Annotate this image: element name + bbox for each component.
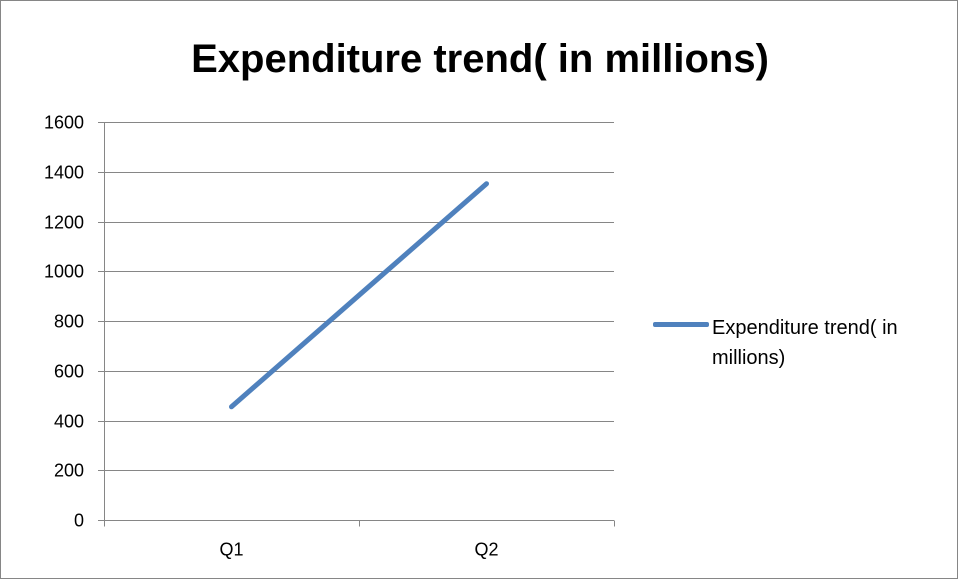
y-tick-label: 1600 — [44, 113, 84, 133]
series-layer — [229, 181, 489, 410]
y-axis-ticks: 0 200 400 600 800 1000 1200 1400 1600 — [44, 113, 104, 531]
y-tick-label: 1200 — [44, 213, 84, 233]
chart-title: Expenditure trend( in millions) — [191, 37, 769, 81]
y-tick-label: 0 — [74, 511, 84, 531]
y-tick-label: 1000 — [44, 262, 84, 282]
gridlines — [104, 122, 614, 471]
series-line — [229, 181, 489, 410]
y-tick-label: 800 — [54, 312, 84, 332]
x-axis-ticks: Q1 Q2 — [104, 520, 615, 560]
y-tick-label: 400 — [54, 412, 84, 432]
legend-label: Expenditure trend( in millions) — [712, 317, 898, 369]
x-tick-label: Q1 — [219, 540, 243, 560]
x-tick-label: Q2 — [474, 540, 498, 560]
y-tick-label: 600 — [54, 362, 84, 382]
y-tick-label: 1400 — [44, 163, 84, 183]
y-tick-label: 200 — [54, 461, 84, 481]
legend-swatch-line — [653, 322, 709, 327]
